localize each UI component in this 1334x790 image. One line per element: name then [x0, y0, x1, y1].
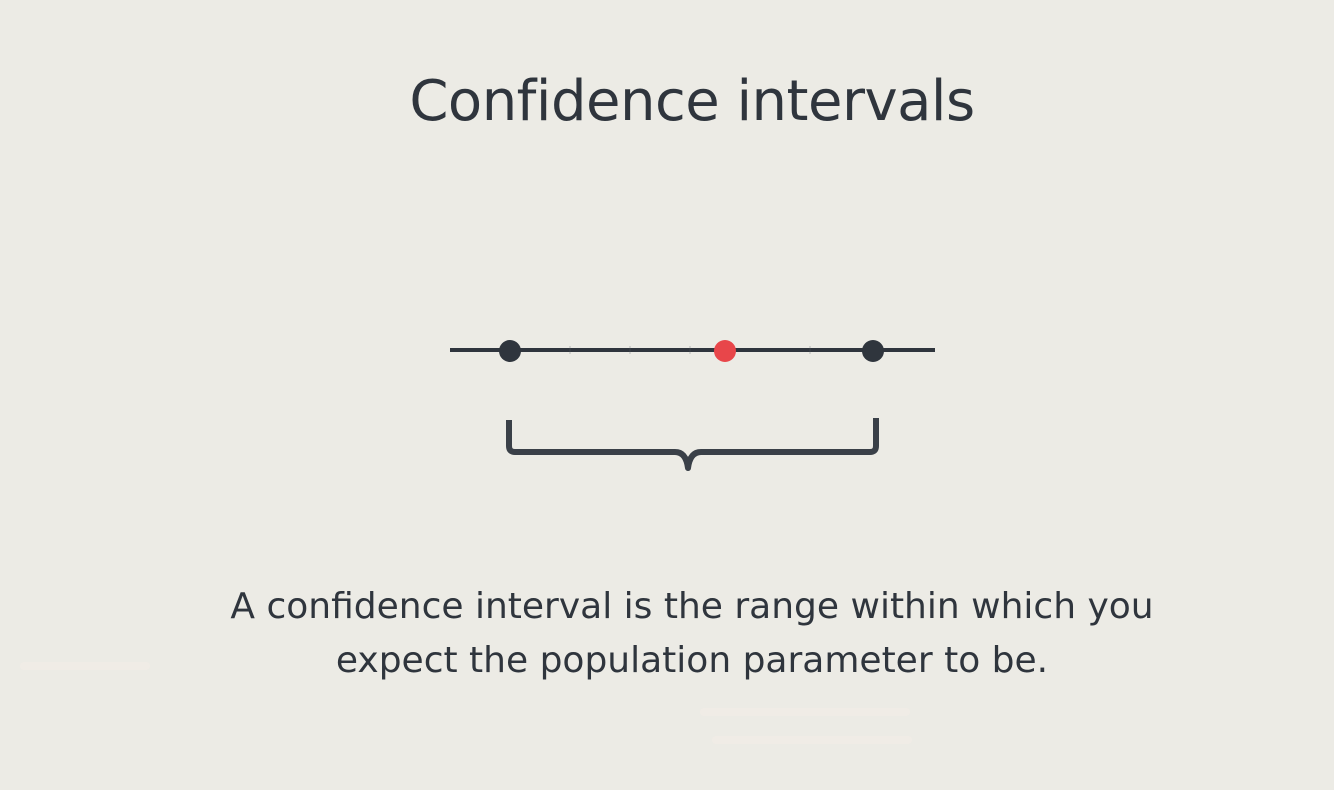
definition-line-2: expect the population parameter to be. [335, 640, 1049, 681]
point-estimate-dot-icon [714, 340, 736, 362]
lower-bound-dot-icon [499, 340, 521, 362]
faint-artifact [20, 662, 150, 670]
number-line-ticks [569, 346, 811, 354]
faint-artifact [700, 708, 910, 716]
page-title: Confidence intervals [409, 69, 975, 134]
upper-bound-dot-icon [862, 340, 884, 362]
definition-line-1: A confidence interval is the range withi… [230, 586, 1154, 627]
curly-brace-icon [506, 418, 879, 471]
faint-artifact [712, 736, 912, 744]
definition-text: A confidence interval is the range withi… [150, 580, 1234, 688]
